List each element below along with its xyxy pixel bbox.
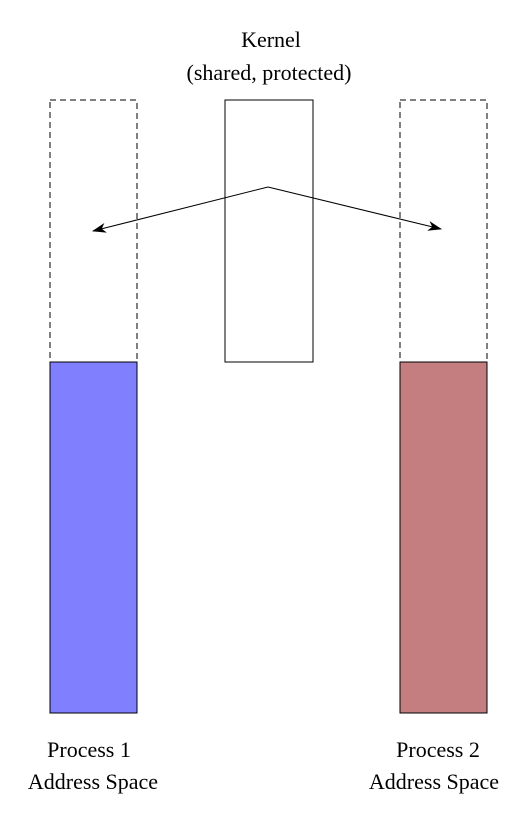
arrow-to-process1: [92, 186, 269, 233]
process1-label-line2: Address Space: [28, 769, 158, 794]
kernel-box: [224, 99, 314, 363]
process2-label-line2: Address Space: [369, 769, 499, 794]
kernel-title: Kernel: [241, 27, 301, 52]
process2-kernel-mapping: [399, 99, 488, 363]
process2-address-space: [399, 361, 488, 714]
process2-label-line1: Process 2: [396, 737, 480, 762]
process1-address-space: [49, 361, 138, 714]
kernel-subtitle: (shared, protected): [187, 60, 352, 85]
arrow-to-process2: [267, 186, 442, 231]
process1-label-line1: Process 1: [47, 737, 131, 762]
